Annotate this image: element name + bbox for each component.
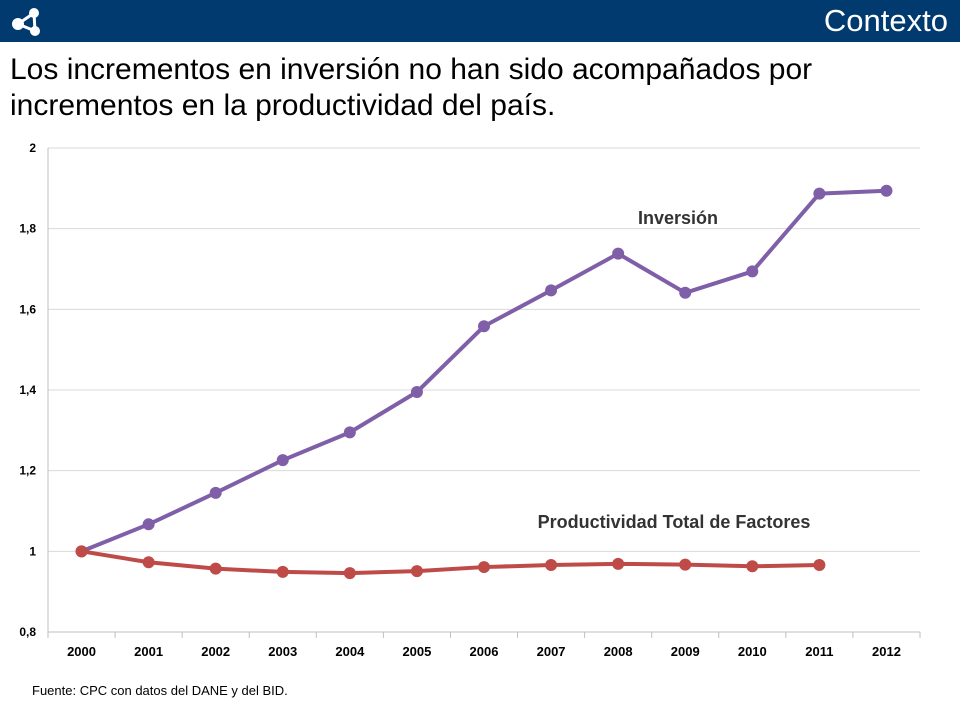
y-tick-label: 1,2 (19, 464, 36, 478)
data-point (679, 558, 692, 571)
x-tick-label: 2001 (134, 644, 163, 659)
x-tick-label: 2010 (738, 644, 767, 659)
x-tick-label: 2006 (470, 644, 499, 659)
data-point (142, 556, 155, 569)
y-tick-label: 2 (29, 141, 36, 155)
x-tick-label: 2009 (671, 644, 700, 659)
data-point (209, 562, 222, 575)
y-tick-label: 1 (29, 544, 36, 558)
data-point (612, 247, 625, 260)
line-chart: 0,8 1 1,2 1,4 1,6 1,8 2 2000 2001 2002 2003 2004 200… (19, 141, 921, 659)
header-bar: Contexto (0, 0, 960, 42)
x-tick-label: 2002 (201, 644, 230, 659)
x-tick-label: 2003 (268, 644, 297, 659)
y-tick-label: 1,6 (19, 302, 36, 316)
data-point (343, 567, 356, 580)
y-tick-label: 0,8 (19, 625, 36, 639)
series-label-inversion: Inversión (638, 208, 718, 228)
data-point (545, 284, 558, 297)
source-note: Fuente: CPC con datos del DANE y del BID… (32, 683, 288, 698)
data-point (746, 560, 759, 573)
x-tick-label: 2000 (67, 644, 96, 659)
slide-title: Los incrementos en inversión no han sido… (10, 53, 813, 122)
data-point (545, 559, 558, 572)
series-label-ptf: Productividad Total de Factores (538, 512, 811, 532)
series-line-inversion (80, 188, 887, 554)
data-point (276, 454, 289, 467)
data-point (746, 265, 759, 278)
data-point (813, 559, 826, 572)
data-point (75, 545, 88, 558)
x-tick-label: 2004 (335, 644, 365, 659)
data-point (276, 565, 289, 578)
data-point (410, 565, 423, 578)
y-tick-label: 1,4 (19, 383, 36, 397)
x-tick-label: 2007 (537, 644, 566, 659)
data-point (478, 320, 490, 333)
section-title: Contexto (823, 3, 948, 38)
network-logo-icon (12, 8, 40, 36)
x-tick-label: 2005 (402, 644, 431, 659)
data-point (209, 486, 222, 499)
series-line-ptf (81, 549, 820, 576)
data-point (679, 286, 692, 299)
data-point (612, 557, 625, 570)
data-point (478, 561, 490, 574)
x-tick-label: 2012 (872, 644, 901, 659)
data-point (142, 518, 155, 531)
x-tick-label: 2011 (805, 644, 833, 659)
data-point (813, 187, 826, 200)
data-point (343, 426, 356, 439)
x-tick-label: 2008 (604, 644, 633, 659)
y-tick-label: 1,8 (19, 222, 36, 236)
data-point (880, 184, 893, 197)
data-point (410, 386, 423, 399)
